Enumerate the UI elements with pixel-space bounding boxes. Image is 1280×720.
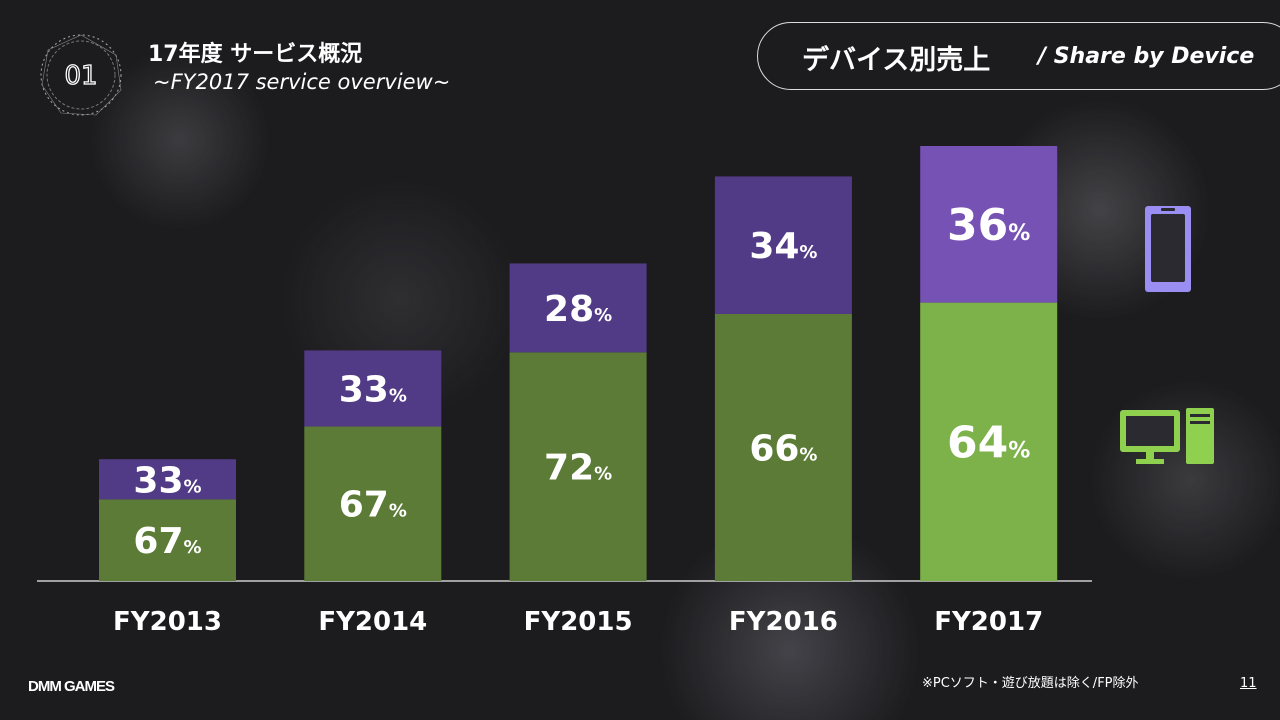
- page-subtitle: ~FY2017 service overview~: [153, 70, 451, 94]
- bar-smartphone-FY2016: [714, 176, 852, 314]
- x-tick-label: FY2014: [318, 607, 427, 637]
- section-number: 01: [64, 61, 97, 91]
- x-tick-label: FY2015: [524, 607, 633, 637]
- banner-title-en: / Share by Device: [1038, 44, 1255, 69]
- section-number-emblem: 01: [40, 34, 122, 116]
- bar-pc-FY2015: [509, 352, 647, 581]
- page-title: 17年度 サービス概況: [148, 42, 363, 67]
- banner-title-jp: デバイス別売上: [802, 45, 991, 76]
- bar-smartphone-FY2014: [304, 350, 442, 427]
- bar-pc-FY2014: [304, 426, 442, 581]
- x-tick-label: FY2013: [113, 607, 222, 637]
- brand-logo: DMM GAMES: [28, 678, 115, 695]
- x-tick-label: FY2017: [934, 607, 1043, 637]
- section-banner: [757, 22, 1280, 90]
- bar-pc-FY2016: [714, 313, 852, 581]
- bar-pc-FY2017: [920, 302, 1058, 581]
- desktop-pc-icon: [1120, 408, 1214, 464]
- footnote: ※PCソフト・遊び放題は除く/FP除外: [922, 676, 1139, 691]
- data-label: 66%: [749, 428, 817, 469]
- bar-smartphone-FY2017: [920, 146, 1058, 303]
- bar-smartphone-FY2013: [99, 459, 236, 500]
- smartphone-icon: [1145, 206, 1191, 292]
- bar-smartphone-FY2015: [509, 263, 647, 353]
- page-number: 11: [1240, 676, 1257, 691]
- data-label: 72%: [544, 448, 612, 489]
- bar-pc-FY2013: [99, 499, 236, 581]
- x-tick-label: FY2016: [729, 607, 838, 637]
